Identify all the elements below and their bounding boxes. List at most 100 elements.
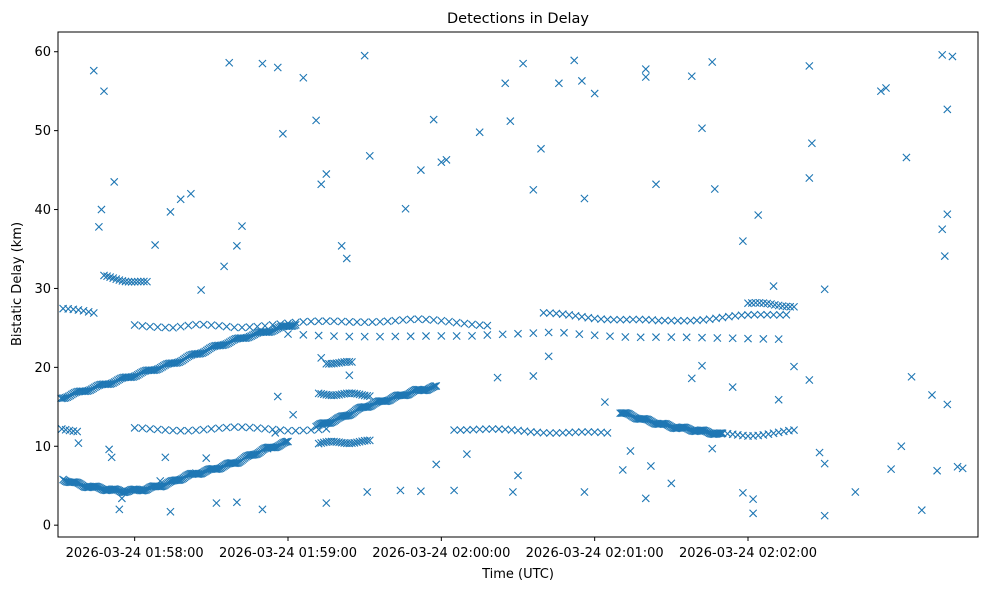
data-point-x-marker xyxy=(396,486,405,495)
data-point-x-marker xyxy=(641,65,650,74)
data-point-x-marker xyxy=(278,129,287,138)
data-point-x-marker xyxy=(654,316,663,325)
data-point-x-marker xyxy=(322,317,331,326)
y-tick-label: 20 xyxy=(34,361,51,376)
data-point-x-marker xyxy=(506,117,515,126)
data-point-x-marker xyxy=(317,180,326,189)
data-point-x-marker xyxy=(156,476,165,485)
data-point-x-marker xyxy=(363,488,372,497)
data-point-x-marker xyxy=(273,392,282,401)
data-point-x-marker xyxy=(622,315,631,324)
data-point-x-marker xyxy=(212,499,221,508)
data-point-x-marker xyxy=(146,322,154,331)
data-point-x-marker xyxy=(774,335,783,344)
data-point-x-marker xyxy=(299,330,308,339)
data-point-x-marker xyxy=(261,321,269,330)
data-point-x-marker xyxy=(790,426,798,435)
data-point-x-marker xyxy=(299,317,308,326)
data-point-x-marker xyxy=(943,210,952,219)
data-point-x-marker xyxy=(176,322,185,331)
data-point-x-marker xyxy=(710,185,719,194)
data-point-x-marker xyxy=(258,59,267,68)
data-point-x-marker xyxy=(299,73,308,82)
data-point-x-marker xyxy=(345,332,354,341)
data-point-x-marker xyxy=(347,358,356,366)
x-axis: 2026-03-24 01:58:00 2026-03-24 01:59:00 20… xyxy=(66,537,817,561)
data-point-x-marker xyxy=(494,425,503,434)
data-point-x-marker xyxy=(281,437,290,446)
data-point-x-marker xyxy=(94,222,103,231)
data-point-x-marker xyxy=(353,389,361,398)
data-point-x-marker xyxy=(876,87,885,96)
data-point-x-marker xyxy=(698,124,706,133)
data-point-x-marker xyxy=(416,487,425,496)
data-point-x-marker xyxy=(345,357,354,366)
data-point-x-marker xyxy=(526,427,535,436)
data-point-x-marker xyxy=(468,331,476,340)
data-point-x-marker xyxy=(422,332,430,341)
data-point-x-marker xyxy=(142,277,151,286)
data-point-x-marker xyxy=(383,396,392,405)
data-point-x-marker xyxy=(117,494,126,503)
data-point-x-marker xyxy=(749,509,758,518)
data-point-x-marker xyxy=(590,89,599,98)
data-point-x-marker xyxy=(590,314,599,323)
y-tick-label: 30 xyxy=(34,282,51,297)
data-point-x-marker xyxy=(577,428,586,437)
data-point-x-marker xyxy=(284,437,292,446)
data-point-x-marker xyxy=(289,410,298,419)
data-point-x-marker xyxy=(276,320,285,329)
data-point-x-marker xyxy=(133,277,142,286)
y-axis: 0 10 20 30 40 50 60 xyxy=(34,45,58,534)
data-point-x-marker xyxy=(103,272,112,281)
data-point-x-marker xyxy=(590,428,599,437)
chart-title: Detections in Delay xyxy=(447,11,589,27)
data-point-x-marker xyxy=(738,488,747,497)
data-point-x-marker xyxy=(232,241,241,250)
data-point-x-marker xyxy=(493,373,502,382)
data-point-x-marker xyxy=(406,315,415,324)
data-point-x-marker xyxy=(265,328,274,337)
data-point-x-marker xyxy=(192,320,200,329)
data-point-x-marker xyxy=(153,425,162,434)
data-point-x-marker xyxy=(514,426,522,435)
data-point-x-marker xyxy=(815,448,824,457)
data-point-x-marker xyxy=(940,252,949,261)
data-point-x-marker xyxy=(698,361,706,370)
data-point-x-marker xyxy=(698,333,706,342)
data-point-x-marker xyxy=(705,315,714,324)
data-point-x-marker xyxy=(751,298,760,307)
data-point-x-marker xyxy=(445,317,453,326)
data-point-x-marker xyxy=(344,411,353,420)
data-point-x-marker xyxy=(544,328,553,337)
data-point-x-marker xyxy=(136,277,145,286)
data-point-x-marker xyxy=(197,286,206,295)
data-point-x-marker xyxy=(692,316,701,325)
data-point-x-marker xyxy=(207,321,216,330)
data-point-x-marker xyxy=(738,237,747,246)
data-point-x-marker xyxy=(314,425,323,434)
data-point-x-marker xyxy=(124,277,133,286)
data-point-x-marker xyxy=(805,375,814,384)
data-point-x-marker xyxy=(635,315,644,324)
data-point-x-marker xyxy=(314,331,323,340)
data-point-x-marker xyxy=(365,436,374,445)
data-point-x-marker xyxy=(273,63,282,72)
data-point-x-marker xyxy=(558,428,567,437)
x-tick-label: 2026-03-24 02:02:00 xyxy=(679,546,817,561)
data-point-x-marker xyxy=(907,372,916,381)
data-point-x-marker xyxy=(74,439,83,448)
data-point-x-marker xyxy=(887,465,896,474)
data-point-x-marker xyxy=(545,309,554,318)
data-point-x-marker xyxy=(368,318,377,327)
data-point-x-marker xyxy=(673,316,682,325)
data-point-x-marker xyxy=(552,309,561,318)
data-point-x-marker xyxy=(501,425,510,434)
data-point-x-marker xyxy=(943,105,952,114)
data-point-x-marker xyxy=(176,195,185,204)
data-point-x-marker xyxy=(399,316,407,324)
data-point-x-marker xyxy=(902,153,911,162)
plot-area-frame xyxy=(57,31,979,538)
data-point-x-marker xyxy=(943,400,952,409)
